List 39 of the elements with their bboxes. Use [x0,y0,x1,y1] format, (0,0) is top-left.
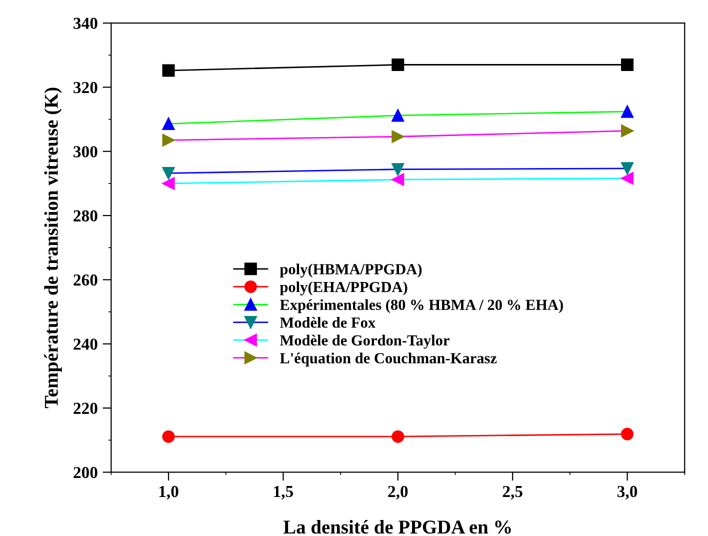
x-tick-label: 2,5 [502,486,522,500]
x-tick-label: 3,0 [618,486,638,500]
y-tick-label: 260 [74,274,98,286]
point [162,177,175,190]
y-tick-label: 220 [74,402,98,414]
y-tick-label: 280 [74,210,98,222]
point [162,430,175,443]
legend-label: L'équation de Couchman-Karasz [280,352,497,366]
point [621,124,634,138]
point [392,173,404,186]
point [392,58,404,72]
x-tick-label: 1,5 [274,486,294,500]
point [392,163,404,176]
legend-label: Modèle de Fox [280,317,376,328]
x-tick-label: 1,0 [159,486,178,500]
legend-label: Modèle de Gordon-Taylor [280,334,450,349]
y-tick-label: 300 [74,146,98,158]
point [392,430,404,443]
point [621,428,634,440]
y-axis-title: Température de transition vitreuse (K) [44,88,62,408]
point [621,172,634,185]
legend-label: Expérimentales (80 % HBMA / 20 % EHA) [280,299,563,314]
point [162,118,175,130]
y-tick-label: 240 [74,338,98,350]
y-tick-label: 340 [74,18,98,29]
point [162,134,175,146]
x-axis-title: La densité de PPGDA en % [283,520,511,534]
point [392,130,404,143]
point [162,166,175,180]
point [392,109,404,122]
point [162,64,175,77]
point [621,105,634,118]
y-tick-label: 320 [74,82,98,94]
legend-label: poly(HBMA/PPGDA) [280,264,422,278]
x-tick-label: 2,0 [388,486,408,500]
point [621,58,634,72]
point [621,162,634,175]
y-tick-label: 200 [74,466,98,478]
legend-label: poly(EHA/PPGDA) [280,281,408,296]
